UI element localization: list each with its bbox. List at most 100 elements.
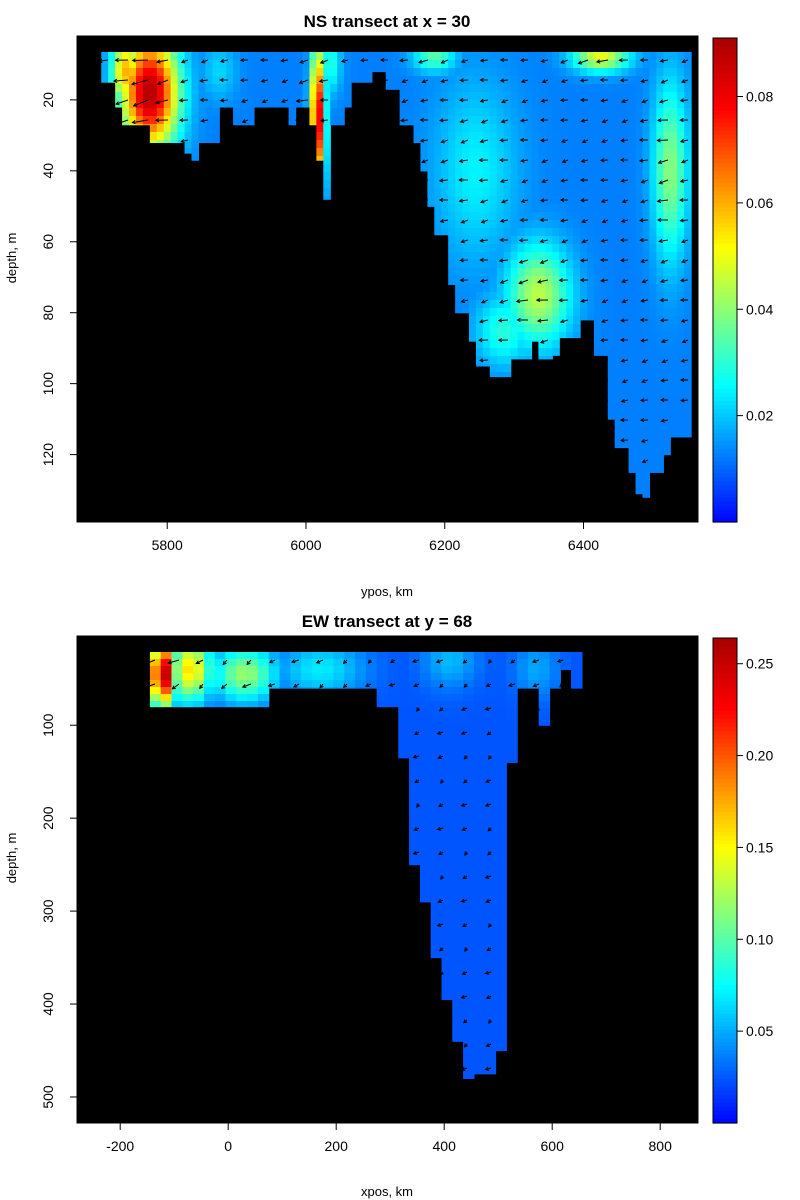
heatmap-cell	[642, 252, 651, 261]
heatmap-cell	[656, 180, 664, 189]
heatmap-cell	[225, 687, 237, 695]
heatmap-cell	[621, 324, 630, 333]
heatmap-cell	[517, 180, 526, 189]
heatmap-cell	[484, 701, 497, 709]
heatmap-cell	[430, 848, 443, 856]
heatmap-cell	[448, 68, 456, 77]
heatmap-cell	[441, 659, 453, 667]
heatmap-cell	[510, 236, 519, 245]
heatmap-cell	[473, 1065, 486, 1073]
heatmap-cell	[385, 60, 394, 69]
arrow-head	[679, 297, 685, 303]
heatmap-cell	[621, 308, 630, 317]
heatmap-cell	[253, 60, 262, 69]
heatmap-cell	[649, 84, 657, 93]
heatmap-cell	[302, 52, 311, 61]
heatmap-cell	[427, 196, 435, 205]
heatmap-cell	[463, 659, 475, 667]
heatmap-cell	[628, 76, 637, 85]
heatmap-cell	[496, 100, 505, 109]
arrow-shaft	[481, 299, 489, 304]
heatmap-cell	[434, 212, 442, 221]
heatmap-cell	[656, 188, 664, 197]
heatmap-cell	[385, 76, 394, 85]
arrow-head	[559, 319, 565, 324]
arrow-head	[460, 730, 466, 735]
arrow-head	[458, 177, 463, 183]
heatmap-cell	[452, 862, 464, 870]
heatmap-cell	[430, 827, 443, 835]
heatmap-cell	[531, 52, 540, 61]
arrow-head	[360, 58, 365, 63]
heatmap-cell	[163, 100, 172, 109]
heatmap-cell	[191, 148, 200, 157]
heatmap-cell	[413, 92, 422, 101]
heatmap-cell	[135, 76, 144, 85]
heatmap-cell	[496, 76, 505, 85]
heatmap-cell	[607, 356, 616, 365]
heatmap-cell	[452, 988, 464, 996]
arrow-head	[619, 237, 625, 243]
velocity-arrow	[267, 683, 276, 688]
heatmap-cell	[538, 220, 546, 229]
heatmap-cell	[559, 228, 567, 237]
velocity-arrow	[459, 277, 469, 283]
heatmap-cell	[463, 911, 475, 919]
heatmap-cell	[452, 897, 464, 905]
colorbar-swatch	[713, 203, 737, 208]
colorbar-swatch	[713, 445, 737, 450]
heatmap-cell	[580, 308, 588, 317]
heatmap-cell	[482, 268, 491, 277]
arrow-head	[180, 79, 185, 84]
arrow-head	[499, 218, 505, 223]
heatmap-cell	[628, 220, 637, 229]
heatmap-cell	[663, 164, 671, 173]
arrow-shaft	[296, 99, 309, 102]
heatmap-cell	[376, 659, 389, 667]
heatmap-cell	[198, 68, 206, 77]
arrow-head	[413, 827, 418, 831]
arrow-head	[131, 81, 136, 86]
heatmap-cell	[496, 284, 505, 293]
heatmap-cell	[621, 172, 630, 181]
velocity-arrow	[658, 238, 669, 244]
heatmap-cell	[495, 708, 507, 716]
colorbar-swatch	[713, 726, 737, 732]
colorbar-swatch	[713, 654, 737, 659]
heatmap-cell	[621, 244, 630, 253]
heatmap-cell	[142, 60, 151, 69]
arrow-head	[478, 358, 484, 363]
velocity-arrow	[679, 197, 689, 203]
heatmap-cell	[552, 212, 560, 221]
arrow-shaft	[157, 59, 169, 63]
heatmap-cell	[475, 108, 484, 117]
heatmap-cell	[115, 84, 123, 93]
velocity-arrow	[579, 277, 589, 283]
arrow-head	[380, 78, 385, 83]
heatmap-cell	[621, 404, 630, 413]
heatmap-cell	[170, 76, 179, 85]
heatmap-cell	[226, 92, 234, 101]
heatmap-cell	[455, 148, 463, 157]
heatmap-cell	[455, 68, 463, 77]
colorbar-swatch	[713, 74, 737, 79]
arrow-head	[180, 59, 186, 64]
heatmap-cell	[649, 292, 657, 301]
heatmap-cell	[430, 841, 443, 849]
arrow-head	[519, 137, 525, 143]
velocity-arrow	[436, 730, 444, 735]
velocity-arrow	[219, 98, 229, 103]
heatmap-cell	[462, 132, 470, 141]
heatmap-cell	[495, 757, 507, 765]
heatmap-cell	[489, 52, 498, 61]
heatmap-cell	[607, 68, 616, 77]
heatmap-cell	[656, 460, 664, 469]
heatmap-cell	[462, 124, 470, 133]
heatmap-cell	[301, 652, 313, 660]
heatmap-cell	[545, 268, 553, 277]
velocity-arrow	[478, 158, 489, 163]
colorbar-swatch	[713, 284, 737, 289]
arrow-head	[171, 685, 176, 690]
colorbar-swatch	[713, 70, 737, 75]
heatmap-cell	[573, 300, 581, 309]
